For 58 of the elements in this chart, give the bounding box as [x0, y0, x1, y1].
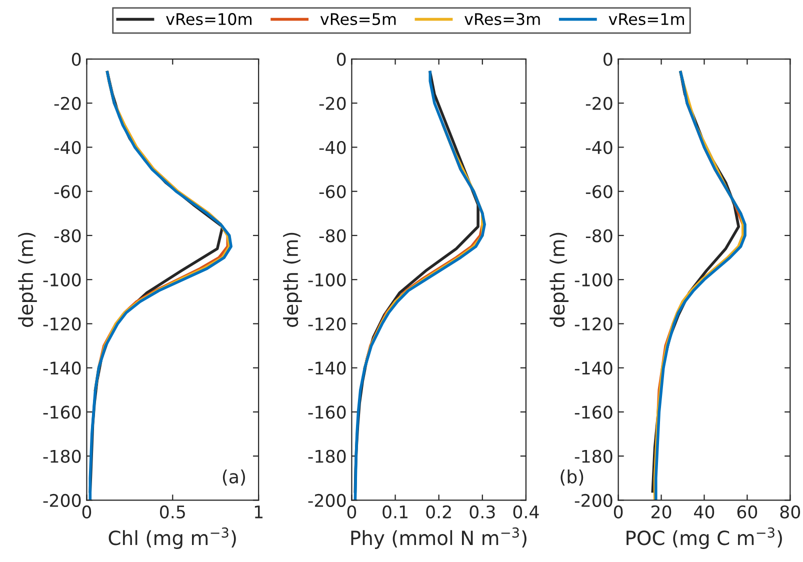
- x-tick-label: 80: [780, 505, 800, 518]
- y-tick-label: -120: [574, 317, 612, 331]
- x-tick-label: 0.4: [513, 505, 539, 518]
- y-tick-label: -100: [308, 273, 346, 286]
- y-tick-label: -140: [574, 362, 612, 375]
- x-tick-label: 0.5: [160, 505, 185, 518]
- x-tick-label: 1: [254, 506, 262, 518]
- y-tick-label: -80: [54, 229, 81, 242]
- legend-label: vRes=10m: [166, 13, 252, 26]
- y-tick-label: -100: [43, 273, 81, 286]
- y-tick-label: -40: [586, 140, 612, 154]
- x-tick-label: 40: [694, 505, 714, 518]
- x-tick-label: 60: [737, 505, 758, 518]
- y-tick-label: -120: [43, 317, 81, 331]
- y-tick-label: -60: [586, 185, 612, 198]
- y-tick-label: -60: [54, 185, 81, 198]
- y-tick-label: -100: [574, 273, 612, 286]
- y-tick-label: -140: [308, 362, 346, 375]
- y-axis-title: depth (m): [283, 232, 302, 327]
- y-tick-label: -20: [586, 96, 612, 110]
- y-tick-label: -60: [319, 185, 346, 198]
- y-tick-label: 0: [72, 52, 81, 66]
- y-tick-label: -160: [43, 406, 81, 419]
- y-tick-label: -40: [319, 140, 346, 154]
- legend-label: vRes=3m: [464, 13, 540, 26]
- x-axis-title: Chl (mg m$^{−3}$): [108, 527, 236, 549]
- y-tick-label: -140: [43, 362, 81, 375]
- y-tick-label: -160: [308, 406, 346, 419]
- y-tick-label: -160: [574, 406, 612, 419]
- y-tick-label: -200: [308, 494, 346, 508]
- y-tick-label: -20: [319, 96, 346, 110]
- legend-label: vRes=5m: [320, 13, 396, 26]
- y-axis-title: depth (m): [18, 232, 37, 327]
- y-tick-label: -180: [43, 450, 81, 463]
- legend-label: vRes=1m: [608, 13, 684, 26]
- x-tick-label: 0.2: [426, 505, 451, 518]
- y-tick-label: -120: [308, 317, 346, 331]
- annotation: (a): [222, 469, 245, 486]
- x-tick-label: 0: [82, 505, 92, 518]
- y-tick-label: -200: [43, 494, 81, 508]
- y-tick-label: -40: [54, 140, 81, 154]
- y-tick-label: -80: [319, 229, 346, 242]
- y-tick-label: -20: [54, 96, 81, 110]
- x-tick-label: 0: [347, 505, 356, 518]
- y-tick-label: -200: [574, 494, 612, 508]
- x-tick-label: 0.1: [382, 505, 408, 518]
- y-tick-label: -180: [574, 450, 612, 463]
- x-tick-label: 0.3: [470, 505, 495, 518]
- x-tick-label: 20: [651, 505, 672, 518]
- text: (b): [560, 469, 584, 486]
- y-tick-label: -80: [586, 229, 612, 242]
- y-tick-label: -180: [308, 450, 346, 463]
- y-tick-label: 0: [336, 52, 346, 66]
- y-tick-label: 0: [604, 52, 612, 66]
- x-tick-label: 0: [614, 505, 623, 518]
- x-axis-title: POC (mg C m$^{−3}$): [626, 527, 782, 549]
- y-axis-title: depth (m): [550, 232, 568, 327]
- x-axis-title: Phy (mmol N m$^{−3}$): [351, 527, 526, 549]
